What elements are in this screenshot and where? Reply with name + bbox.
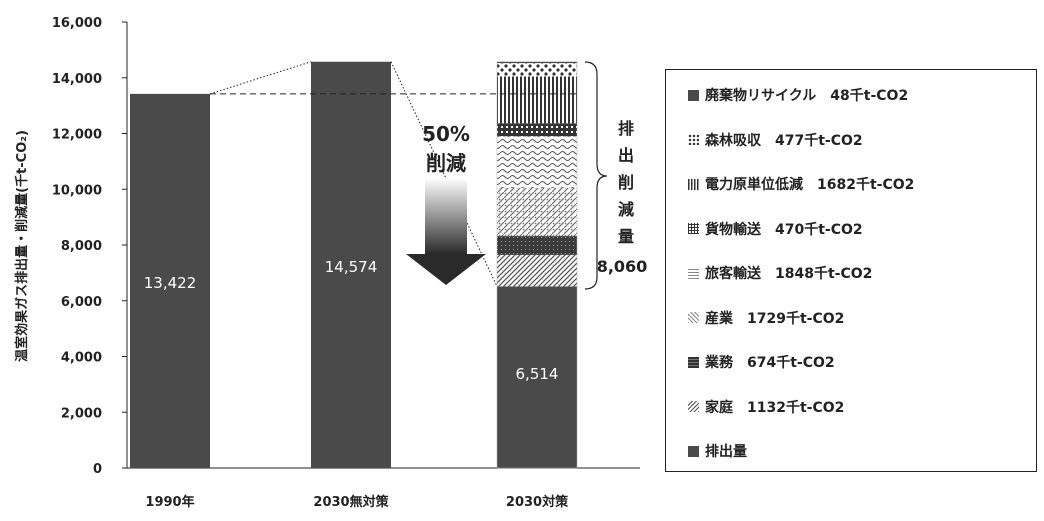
legend-label: 森林吸収 477千t-CO2 [705, 132, 863, 149]
y-tick-label: 16,000 [52, 16, 102, 31]
bar-value-label: 6,514 [516, 365, 559, 383]
legend-swatch [688, 89, 699, 101]
x-category-label: 2030無対策 [313, 494, 389, 510]
reduction-rate-label: 50% [422, 122, 470, 146]
bar [311, 61, 391, 468]
stacked-bar-outline [496, 61, 578, 469]
y-tick-label: 4,000 [61, 351, 102, 366]
bar-segment [497, 61, 577, 64]
reduction-brace [584, 61, 608, 290]
legend-item: 産業 1729千t-CO2 [688, 307, 844, 329]
legend-swatch [688, 401, 699, 412]
legend-label: 廃棄物リサイクル 48千t-CO2 [705, 88, 909, 104]
bar-value-label: 14,574 [325, 258, 378, 276]
legend-item: 排出量 [688, 440, 747, 462]
y-tick-label: 0 [93, 462, 102, 477]
legend-item: 貨物輸送 470千t-CO2 [688, 218, 863, 240]
legend-item: 森林吸収 477千t-CO2 [688, 129, 863, 151]
legend-swatch [688, 223, 699, 234]
y-axis: 0 2,000 4,000 6,000 8,000 10,000 12,000 14,000 1… [52, 16, 640, 477]
y-tick-label: 2,000 [61, 406, 102, 421]
y-tick-label: 12,000 [52, 128, 102, 143]
brace-value-label: 8,060 [597, 257, 648, 276]
y-tick-label: 10,000 [52, 183, 102, 198]
bar-segment [497, 187, 577, 237]
connector-line [390, 61, 498, 287]
legend-label: 産業 1729千t-CO2 [705, 310, 845, 327]
brace-label-char: 減 [618, 200, 634, 219]
bar-segment [497, 63, 577, 77]
x-category-label: 2030対策 [506, 494, 569, 510]
y-tick-label: 8,000 [61, 239, 102, 254]
brace-label-char: 出 [618, 146, 634, 165]
legend-swatch [688, 312, 699, 323]
legend: 廃棄物リサイクル 48千t-CO2 森林吸収 477千t-CO2 電力原単位低減 1… [665, 69, 1037, 472]
reduction-word-label: 削減 [426, 151, 466, 175]
bar-segment [497, 136, 577, 188]
brace-label-char: 削 [618, 173, 634, 192]
legend-label: 旅客輸送 1848千t-CO2 [705, 266, 873, 282]
bar-value-label: 13,422 [144, 274, 197, 292]
legend-label: 排出量 [705, 444, 747, 460]
bar-segment [497, 76, 577, 124]
brace-label-char: 排 [618, 119, 634, 138]
y-axis-label: 温室効果ガス排出量・削減量(千t-CO₂) [14, 130, 30, 362]
bar-segment [497, 123, 577, 137]
legend-item: 家庭 1132千t-CO2 [688, 396, 844, 418]
legend-swatch [688, 356, 699, 368]
reduction-arrow-head [406, 254, 486, 285]
legend-item: 業務 674千t-CO2 [688, 351, 835, 373]
reduction-arrow-shaft [425, 178, 467, 254]
legend-swatch [688, 134, 699, 145]
legend-item: 旅客輸送 1848千t-CO2 [688, 262, 872, 284]
legend-label: 貨物輸送 470千t-CO2 [705, 221, 863, 238]
bar [130, 93, 210, 468]
legend-label: 業務 674千t-CO2 [705, 355, 835, 371]
y-tick-label: 6,000 [61, 295, 102, 310]
brace-label-char: 量 [618, 227, 634, 246]
bar-base-emission [497, 286, 577, 468]
connector-line [209, 61, 312, 95]
y-tick-label: 14,000 [52, 72, 102, 87]
bar-segment [497, 254, 577, 287]
x-category-label: 1990年 [145, 494, 194, 510]
legend-item: 電力原単位低減 1682千t-CO2 [688, 173, 914, 195]
legend-label: 家庭 1132千t-CO2 [705, 399, 845, 416]
bars-group: 13,422 14,574 6,514 1990年 2030無対策 2030対策 [130, 61, 578, 510]
legend-swatch [688, 178, 699, 190]
legend-label: 電力原単位低減 1682千t-CO2 [705, 177, 915, 193]
legend-swatch [688, 445, 699, 457]
legend-swatch [688, 267, 699, 279]
legend-item: 廃棄物リサイクル 48千t-CO2 [688, 84, 908, 106]
bar-segment [497, 236, 577, 255]
